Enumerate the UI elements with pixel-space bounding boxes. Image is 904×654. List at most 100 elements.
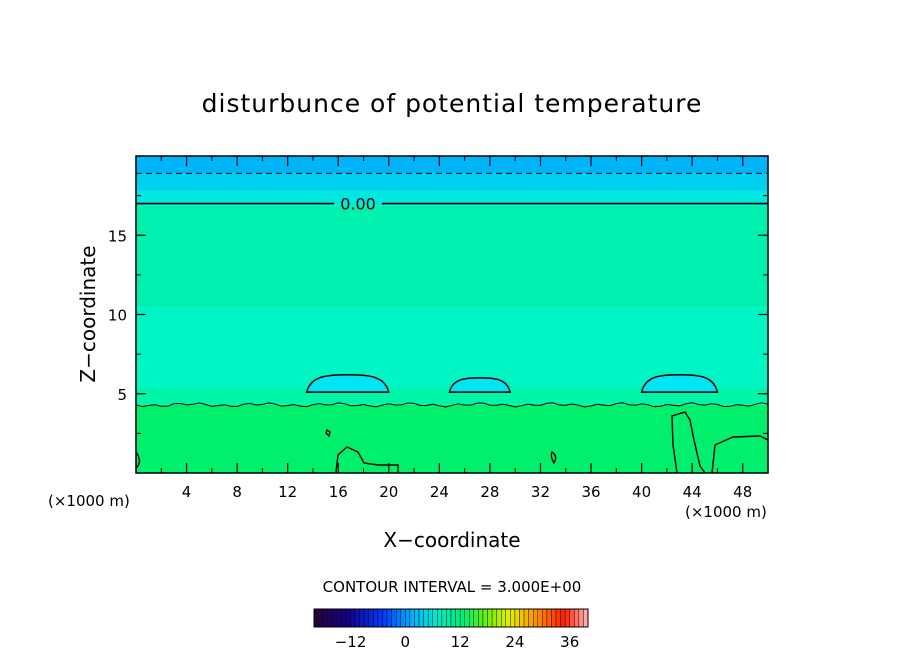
- ground-contour-4: [671, 411, 706, 474]
- colorbar-cell-1: [318, 608, 324, 628]
- colorbar-cell-15: [382, 608, 388, 628]
- colorbar-cell-27: [437, 608, 443, 628]
- x-tick-label-20: 20: [379, 483, 398, 501]
- x-tick-label-24: 24: [430, 483, 449, 501]
- colorbar: −12 0 12 24 36: [313, 608, 589, 651]
- colorbar-cell-5: [336, 608, 342, 628]
- colorbar-cell-9: [354, 608, 360, 628]
- x-tick-label-4: 4: [182, 483, 192, 501]
- colorbar-cell-25: [427, 608, 433, 628]
- colorbar-cell-20: [405, 608, 411, 628]
- colorbar-cell-2: [322, 608, 328, 628]
- colorbar-cell-10: [359, 608, 365, 628]
- colorbar-cell-6: [341, 608, 347, 628]
- colorbar-cell-31: [455, 608, 461, 628]
- colorbar-cell-28: [441, 608, 447, 628]
- band-1: [136, 388, 768, 405]
- color-bands: [136, 156, 768, 473]
- band-3: [136, 205, 768, 307]
- colorbar-cell-45: [519, 608, 525, 628]
- colorbar-cell-51: [546, 608, 552, 628]
- y-tick-label-10: 10: [108, 307, 127, 325]
- boundary-contour: [135, 402, 769, 408]
- colorbar-cell-11: [364, 608, 370, 628]
- colorbar-cell-3: [327, 608, 333, 628]
- colorbar-cell-4: [332, 608, 338, 628]
- colorbar-cell-46: [523, 608, 529, 628]
- colorbar-cell-38: [487, 608, 493, 628]
- colorbar-cell-47: [528, 608, 534, 628]
- x-axis-label: X−coordinate: [383, 528, 520, 552]
- colorbar-cell-36: [478, 608, 484, 628]
- colorbar-cell-17: [391, 608, 397, 628]
- colorbar-cell-53: [555, 608, 561, 628]
- x-tick-label-16: 16: [329, 483, 348, 501]
- y-tick-label-15: 15: [108, 227, 127, 245]
- colorbar-label-12: 12: [451, 633, 470, 651]
- x-tick-label-36: 36: [581, 483, 600, 501]
- colorbar-cell-32: [459, 608, 465, 628]
- x-tick-label-12: 12: [278, 483, 297, 501]
- colorbar-cell-26: [432, 608, 438, 628]
- colorbar-label-0: 0: [401, 633, 411, 651]
- colorbar-cell-24: [423, 608, 429, 628]
- colorbar-cell-16: [386, 608, 392, 628]
- x-tick-label-44: 44: [683, 483, 702, 501]
- colorbar-cell-0: [313, 608, 319, 628]
- band-6: [136, 156, 768, 174]
- y-tick-label-5: 5: [117, 386, 127, 404]
- colorbar-cell-50: [542, 608, 548, 628]
- colorbar-cell-14: [377, 608, 383, 628]
- colorbar-cell-35: [473, 608, 479, 628]
- colorbar-cell-54: [560, 608, 566, 628]
- warm-bubbles: [305, 373, 719, 393]
- colorbar-cell-23: [418, 608, 424, 628]
- colorbar-cell-49: [537, 608, 543, 628]
- colorbar-cell-59: [583, 608, 589, 628]
- band-5: [136, 173, 768, 191]
- contour-label: 0.00: [340, 195, 376, 214]
- x-unit-left: (×1000 m): [48, 492, 130, 510]
- colorbar-cell-29: [446, 608, 452, 628]
- colorbar-cell-52: [551, 608, 557, 628]
- bubble-2: [640, 373, 719, 393]
- ground-contour-1: [325, 428, 331, 438]
- colorbar-label-24: 24: [505, 633, 524, 651]
- colorbar-cell-56: [569, 608, 575, 628]
- x-tick-label-40: 40: [632, 483, 651, 501]
- colorbar-cell-33: [464, 608, 470, 628]
- contour-interval: CONTOUR INTERVAL = 3.000E+00: [323, 578, 582, 596]
- colorbar-cell-43: [510, 608, 516, 628]
- chart-title: disturbunce of potential temperature: [202, 89, 703, 118]
- x-unit-right: (×1000 m): [685, 503, 767, 521]
- colorbar-frame: [313, 608, 589, 628]
- ground-contour-3: [550, 450, 557, 465]
- bubble-1: [448, 377, 512, 393]
- colorbar-label-36: 36: [560, 633, 579, 651]
- colorbar-cell-40: [496, 608, 502, 628]
- x-tick-label-32: 32: [531, 483, 550, 501]
- colorbar-cell-42: [505, 608, 511, 628]
- colorbar-cell-18: [396, 608, 401, 628]
- band-0: [136, 404, 768, 473]
- x-tick-label-28: 28: [480, 483, 499, 501]
- colorbar-cell-39: [491, 608, 497, 628]
- colorbar-cell-37: [482, 608, 488, 628]
- colorbar-cell-41: [501, 608, 507, 628]
- colorbar-cell-19: [400, 608, 406, 628]
- colorbar-cell-57: [574, 608, 580, 628]
- colorbar-cell-7: [345, 608, 351, 628]
- colorbar-cell-55: [564, 608, 570, 628]
- colorbar-label--12: −12: [335, 633, 367, 651]
- ground-contour-0: [135, 451, 141, 469]
- colorbar-cell-34: [469, 608, 475, 628]
- y-axis-label: Z−coordinate: [76, 245, 100, 382]
- bubble-0: [305, 373, 390, 393]
- x-tick-label-8: 8: [232, 483, 242, 501]
- x-tick-label-48: 48: [733, 483, 752, 501]
- colorbar-cell-22: [414, 608, 420, 628]
- contour-lines: 0.00: [135, 172, 769, 474]
- colorbar-cell-58: [578, 608, 584, 628]
